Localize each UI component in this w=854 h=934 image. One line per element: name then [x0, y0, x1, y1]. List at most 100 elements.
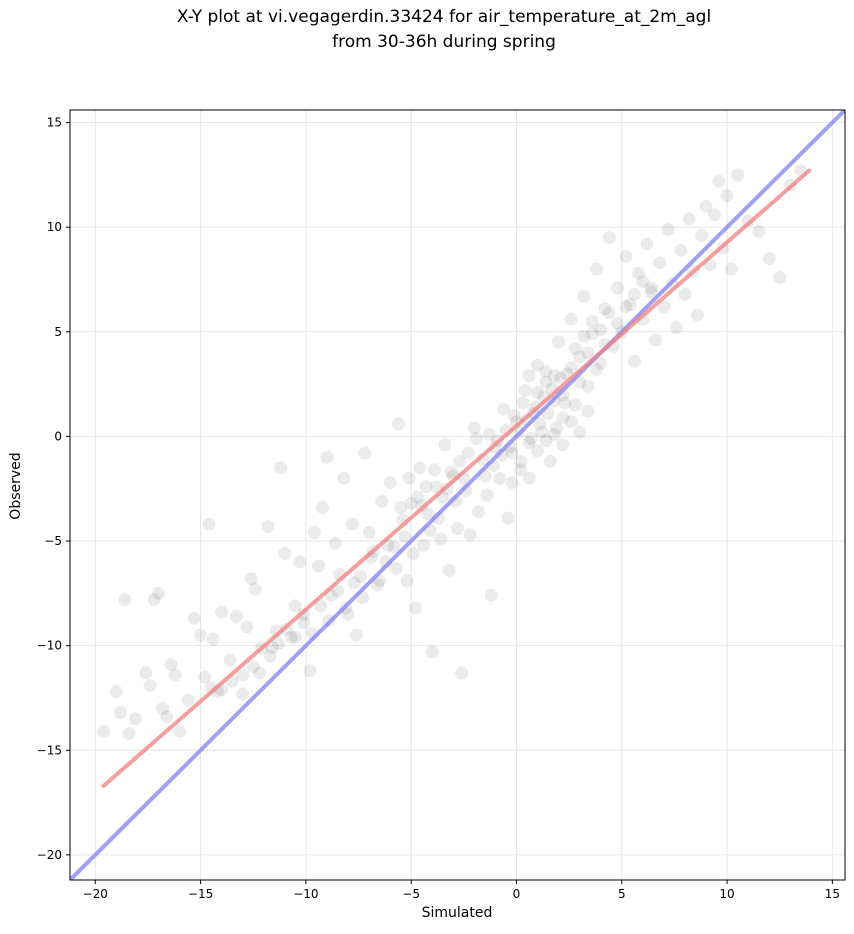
scatter-point [387, 540, 401, 554]
scatter-point [640, 237, 654, 251]
x-tick-label: 10 [719, 887, 734, 901]
scatter-point [143, 678, 157, 692]
scatter-point [383, 475, 397, 489]
scatter-point [349, 628, 363, 642]
scatter-point [535, 425, 549, 439]
scatter-point [522, 471, 536, 485]
scatter-point [724, 262, 738, 276]
scatter-point [392, 417, 406, 431]
scatter-point [472, 505, 486, 519]
scatter-point [236, 687, 250, 701]
scatter-point [531, 444, 545, 458]
scatter-point [762, 252, 776, 266]
scatter-point [354, 570, 368, 584]
scatter-point [602, 231, 616, 245]
scatter-point [429, 480, 443, 494]
scatter-point [362, 526, 376, 540]
scatter-point [653, 256, 667, 270]
scatter-point [417, 538, 431, 552]
scatter-point [394, 501, 408, 515]
scatter-point [358, 446, 372, 460]
scatter-point [695, 229, 709, 243]
x-tick-label: 0 [513, 887, 521, 901]
scatter-point [731, 168, 745, 182]
scatter-point [573, 425, 587, 439]
scatter-point [139, 666, 153, 680]
scatter-point [501, 511, 515, 525]
scatter-point [598, 302, 612, 316]
scatter-point [594, 356, 608, 370]
scatter-point [320, 450, 334, 464]
scatter-point [370, 578, 384, 592]
scatter-point [682, 212, 696, 226]
scatter-point [558, 396, 572, 410]
scatter-point [288, 630, 302, 644]
scatter-point [404, 496, 418, 510]
scatter-point [543, 455, 557, 469]
y-tick-label: 5 [54, 325, 62, 339]
scatter-point [128, 712, 142, 726]
scatter-point [284, 630, 298, 644]
scatter-point [581, 404, 595, 418]
scatter-point [493, 471, 507, 485]
scatter-point [297, 616, 311, 630]
scatter-point [522, 436, 536, 450]
scatter-point [244, 572, 258, 586]
chart-subtitle: from 30-36h during spring [332, 32, 556, 52]
scatter-point [288, 599, 302, 613]
scatter-point [206, 632, 220, 646]
scatter-point [223, 653, 237, 667]
scatter-point [589, 262, 603, 276]
scatter-point [636, 275, 650, 289]
scatter-point [419, 480, 433, 494]
scatter-point [505, 475, 519, 489]
scatter-point [564, 312, 578, 326]
scatter-point [678, 287, 692, 301]
scatter-point [410, 490, 424, 504]
scatter-point [215, 605, 229, 619]
scatter-point [202, 517, 216, 531]
y-tick-label: −5 [44, 534, 62, 548]
scatter-point [408, 601, 422, 615]
scatter-point [444, 465, 458, 479]
scatter-point [707, 208, 721, 222]
scatter-point [556, 438, 570, 452]
scatter-point [274, 461, 288, 475]
scatter-point [118, 593, 132, 607]
scatter-point [194, 628, 208, 642]
scatter-point [229, 609, 243, 623]
scatter-point [375, 494, 389, 508]
scatter-point [585, 314, 599, 328]
scatter-point [539, 365, 553, 379]
scatter-point [505, 446, 519, 460]
scatter-point [293, 555, 307, 569]
scatter-point [661, 222, 675, 236]
y-tick-label: 0 [54, 429, 62, 443]
scatter-point [674, 243, 688, 257]
scatter-point [627, 287, 641, 301]
scatter-point [568, 398, 582, 412]
scatter-point [427, 463, 441, 477]
scatter-point [455, 666, 469, 680]
x-axis-label: Simulated [421, 905, 493, 921]
scatter-point [480, 488, 494, 502]
scatter-point [514, 463, 528, 477]
scatter-point [691, 308, 705, 322]
identity-line [70, 110, 845, 880]
scatter-point [312, 559, 326, 573]
scatter-point [97, 724, 111, 738]
scatter-point [316, 501, 330, 515]
scatter-point [467, 421, 481, 435]
scatter-point [547, 369, 561, 383]
scatter-point [122, 727, 136, 741]
scatter-point [556, 411, 570, 425]
scatter-point [463, 528, 477, 542]
scatter-point [524, 432, 538, 446]
scatter-point [547, 427, 561, 441]
scatter-point [585, 327, 599, 341]
x-tick-label: −20 [83, 887, 108, 901]
x-tick-label: −15 [188, 887, 213, 901]
scatter-point [589, 362, 603, 376]
y-tick-label: 10 [47, 220, 62, 234]
scatter-point [307, 526, 321, 540]
